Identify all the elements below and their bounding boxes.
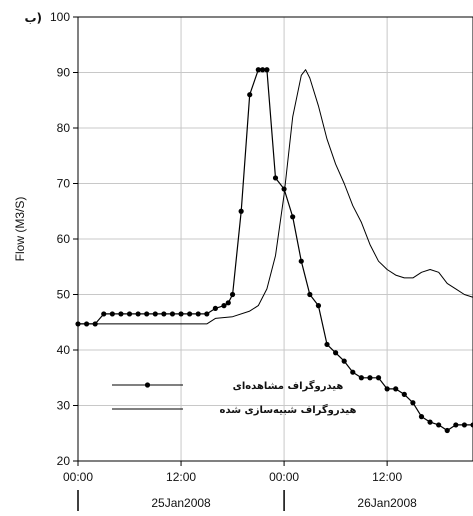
observed-point (247, 92, 253, 98)
observed-point (255, 67, 261, 73)
observed-point (126, 311, 133, 317)
observed-point (101, 311, 107, 317)
observed-point (324, 341, 330, 348)
observed-point (410, 400, 416, 406)
observed-point (298, 258, 304, 264)
grid-lines (78, 17, 473, 461)
panel-label: ب) (24, 11, 42, 25)
x-tick-label: 00:00 (63, 470, 93, 484)
y-tick-label: 50 (57, 288, 71, 302)
x-tick-label: 12:00 (372, 470, 402, 484)
observed-point (225, 300, 231, 306)
observed-point (144, 311, 150, 317)
observed-point (169, 311, 176, 317)
y-tick-label: 90 (57, 66, 71, 80)
observed-point (109, 311, 115, 317)
observed-point (358, 375, 364, 381)
observed-point (204, 311, 210, 317)
observed-point (281, 186, 287, 192)
observed-point (118, 311, 124, 317)
observed-point (260, 67, 266, 73)
y-tick-label: 100 (50, 10, 70, 24)
observed-point (367, 375, 373, 381)
observed-point (238, 208, 244, 214)
legend-label: هیدروگراف مشاهده‌ای (233, 379, 344, 392)
observed-point (307, 291, 313, 298)
day-label: 26Jan2008 (357, 496, 417, 510)
observed-point (444, 427, 450, 434)
observed-point (152, 311, 158, 317)
y-tick-label: 70 (57, 177, 71, 191)
y-tick-label: 60 (57, 232, 71, 246)
observed-point (272, 175, 279, 181)
observed-point (229, 291, 236, 298)
observed-point (393, 386, 399, 392)
series-layer (75, 67, 473, 434)
legend-label: هیدروگراف شبیه‌سازی شده (220, 403, 357, 416)
observed-point (195, 311, 201, 317)
observed-point (264, 67, 270, 73)
y-tick-label: 80 (57, 121, 71, 135)
observed-point (221, 303, 227, 309)
observed-point (401, 391, 407, 397)
observed-point (375, 375, 382, 381)
observed-point (315, 303, 322, 309)
observed-point (470, 422, 473, 428)
observed-point (427, 419, 433, 425)
observed-point (135, 311, 141, 317)
observed-point (212, 305, 218, 311)
observed-point (161, 311, 167, 317)
legend: هیدروگراف مشاهده‌ای هیدروگراف شبیه‌سازی ش… (112, 379, 357, 416)
day-label: 25Jan2008 (151, 496, 211, 510)
observed-point (187, 311, 193, 317)
observed-point (290, 214, 296, 220)
y-axis-title: Flow (M3/S) (13, 197, 27, 262)
legend-observed-marker (144, 382, 151, 388)
observed-point (178, 311, 184, 317)
axes: 20 30 40 50 60 70 80 90 100 00:00 12:00 00:00 12:00 2… (50, 10, 417, 511)
observed-point (333, 350, 339, 356)
x-tick-label: 00:00 (269, 470, 299, 484)
observed-point (350, 369, 356, 375)
x-tick-label: 12:00 (166, 470, 196, 484)
observed-point (341, 358, 347, 364)
y-tick-label: 20 (57, 454, 71, 468)
y-tick-label: 30 (57, 399, 71, 413)
observed-point (418, 414, 425, 420)
observed-point (436, 422, 442, 428)
observed-point (453, 422, 459, 428)
observed-line (78, 69, 473, 432)
observed-point (461, 422, 468, 428)
observed-point (384, 386, 390, 392)
simulated-line (78, 69, 473, 325)
y-tick-label: 40 (57, 343, 71, 357)
